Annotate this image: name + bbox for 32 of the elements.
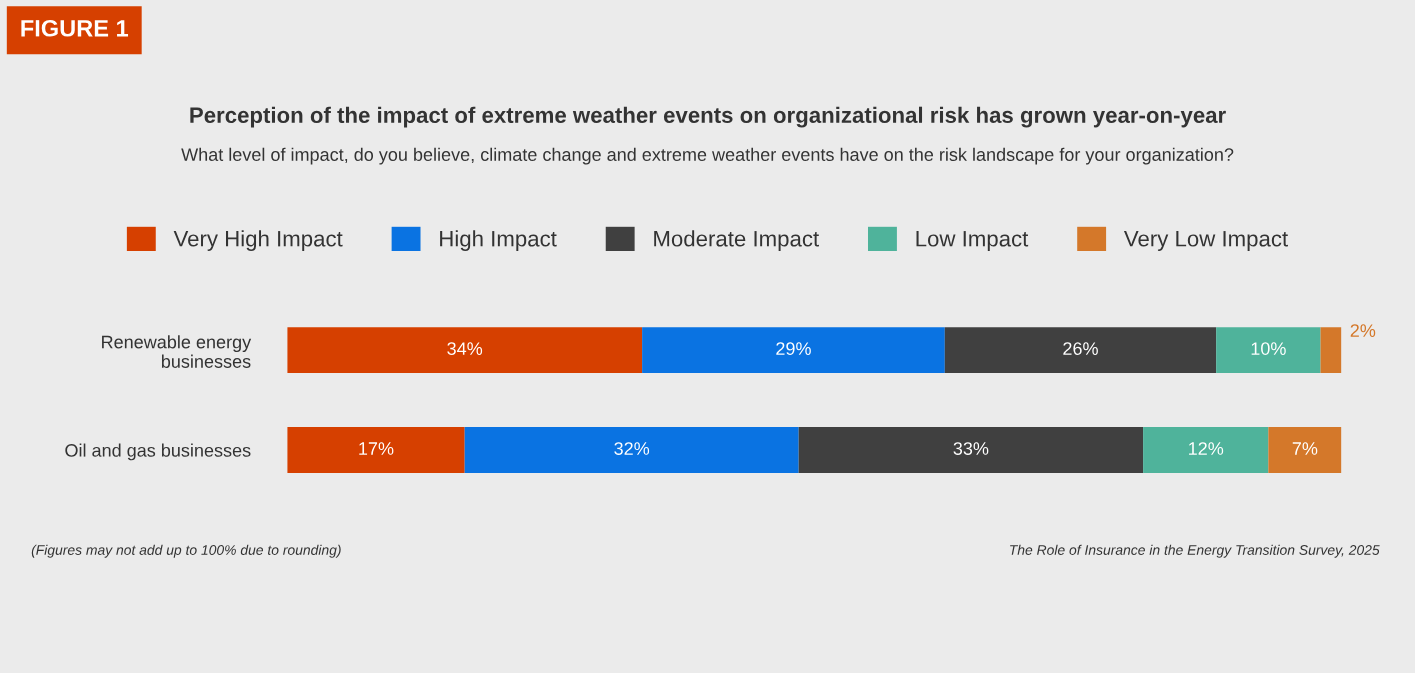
chart-subtitle: What level of impact, do you believe, climate change and extreme weather events have on the risk landscape for your organization? bbox=[181, 147, 1234, 165]
text: The Role of Insurance in the Energy Transition Survey, 2025 bbox=[1010, 544, 1380, 558]
text: (Figures may not add up to 100% due to rounding) bbox=[31, 544, 341, 558]
bar bbox=[287, 327, 643, 374]
bar bbox=[464, 427, 799, 474]
legend-label: Very Low Impact bbox=[1123, 231, 1288, 251]
legend-label: Very High Impact bbox=[173, 230, 343, 251]
data-label: 7% bbox=[1292, 442, 1318, 455]
data-label: 34% bbox=[447, 342, 483, 355]
data-label: 32% bbox=[614, 442, 650, 455]
chart-title: Perception of the impact of extreme weather events on organizational risk has grown year-on-year bbox=[190, 106, 1226, 128]
y-tick-label: Renewable energy businesses bbox=[102, 335, 252, 368]
data-label: 26% bbox=[1063, 342, 1098, 355]
data-label: 17% bbox=[359, 442, 394, 455]
y-tick-label: Oil and gas businesses bbox=[65, 443, 251, 461]
bar bbox=[1268, 427, 1342, 474]
data-label: 10% bbox=[1251, 342, 1286, 355]
bar bbox=[1320, 327, 1342, 374]
bar bbox=[1143, 427, 1269, 474]
bar bbox=[798, 427, 1144, 474]
bar bbox=[287, 427, 465, 474]
data-label: 33% bbox=[953, 442, 989, 455]
caption: FIGURE 1 bbox=[21, 19, 129, 37]
bar bbox=[944, 327, 1217, 374]
legend-label: Low Impact bbox=[916, 231, 1029, 251]
legend-label: Moderate Impact bbox=[654, 230, 819, 251]
bar bbox=[642, 327, 945, 374]
data-label: 29% bbox=[776, 342, 811, 355]
legend-label: High Impact bbox=[440, 230, 557, 251]
data-label: 12% bbox=[1189, 442, 1224, 455]
bar bbox=[1216, 327, 1321, 374]
data-label: 2% bbox=[1350, 324, 1376, 337]
